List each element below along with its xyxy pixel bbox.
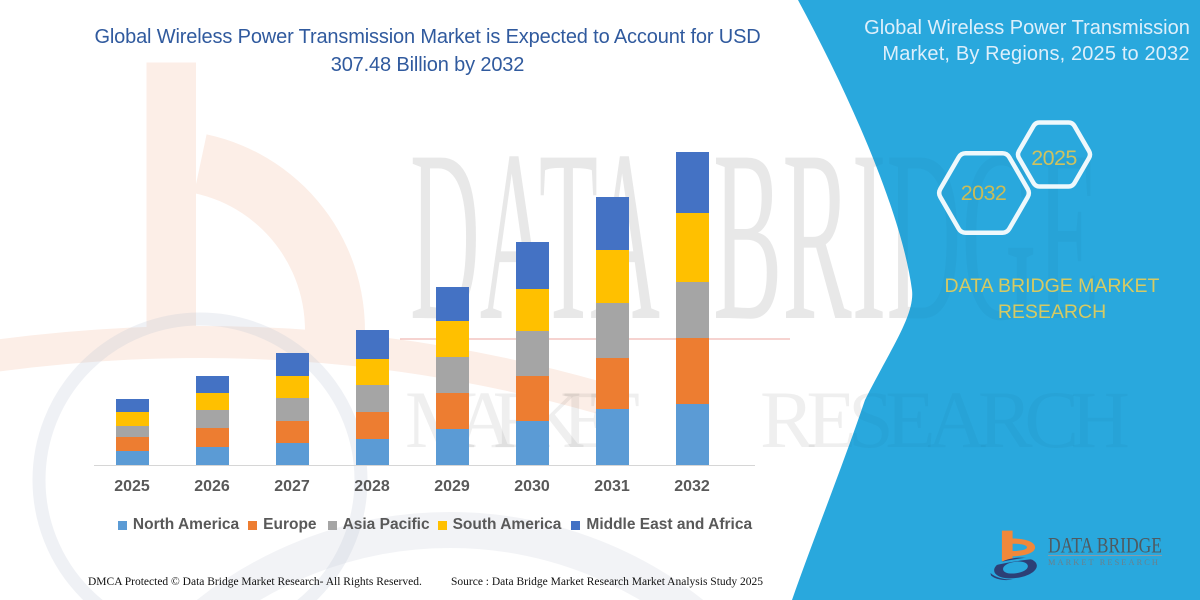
svg-text:2032: 2032: [961, 181, 1006, 205]
svg-text:DATA BRIDGE: DATA BRIDGE: [1048, 533, 1162, 558]
svg-text:2025: 2025: [1031, 146, 1077, 170]
svg-text:MARKET RESEARCH: MARKET RESEARCH: [1048, 558, 1160, 567]
